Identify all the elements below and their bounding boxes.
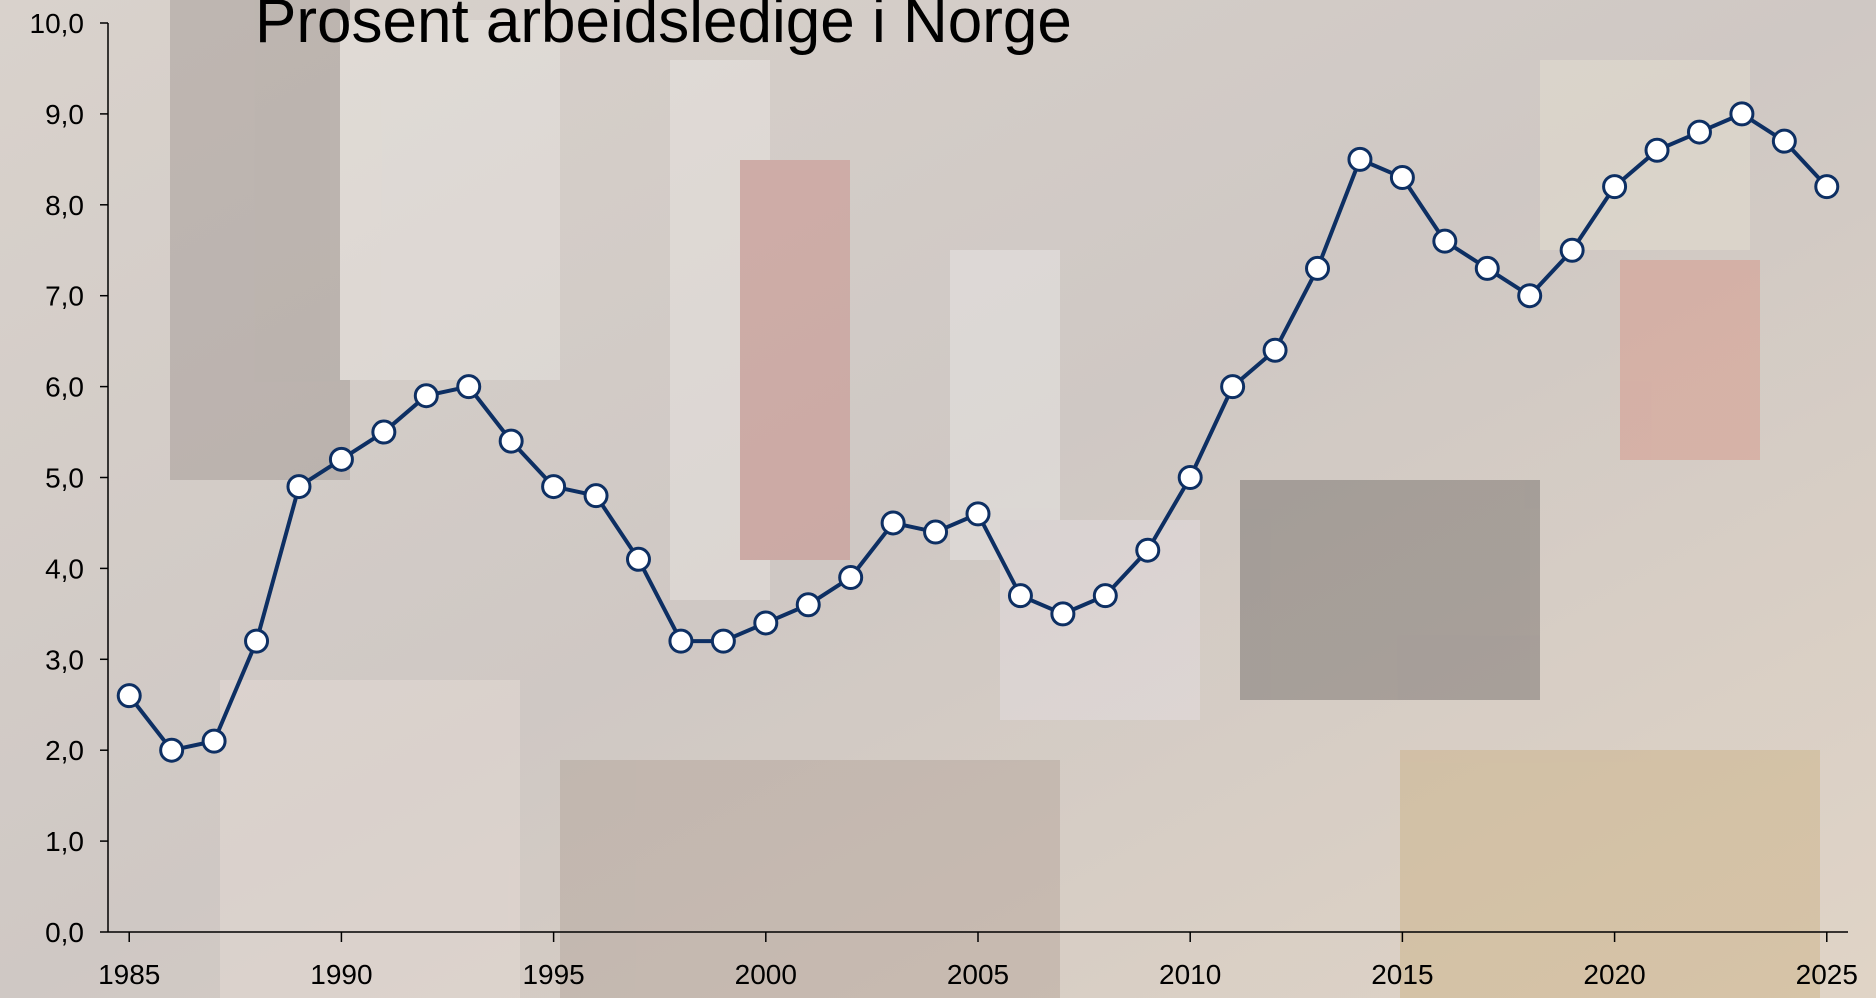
data-point	[840, 566, 862, 588]
data-point	[925, 521, 947, 543]
y-tick-label: 3,0	[45, 644, 84, 675]
x-tick-label: 1995	[522, 959, 584, 990]
data-point	[1009, 585, 1031, 607]
data-point	[670, 630, 692, 652]
data-point	[543, 476, 565, 498]
y-tick-label: 10,0	[30, 8, 85, 39]
data-point	[967, 503, 989, 525]
data-point	[1179, 467, 1201, 489]
y-tick-label: 7,0	[45, 281, 84, 312]
data-point	[1476, 257, 1498, 279]
data-point	[415, 385, 437, 407]
data-point	[1052, 603, 1074, 625]
data-point	[373, 421, 395, 443]
chart: Prosent arbeidsledige i Norge 0,0 1,0 2,0 3…	[0, 0, 1876, 998]
y-tick-label: 5,0	[45, 463, 84, 494]
data-point	[1646, 139, 1668, 161]
data-point	[627, 548, 649, 570]
data-point	[1307, 257, 1329, 279]
y-tick-label: 4,0	[45, 553, 84, 584]
data-point	[1264, 339, 1286, 361]
data-point	[1137, 539, 1159, 561]
y-tick-label: 6,0	[45, 372, 84, 403]
data-point	[203, 730, 225, 752]
data-point	[1561, 239, 1583, 261]
x-tick-label: 2020	[1583, 959, 1645, 990]
x-tick-label: 2010	[1159, 959, 1221, 990]
y-tick-label: 1,0	[45, 826, 84, 857]
data-point	[712, 630, 734, 652]
x-tick-label: 1985	[98, 959, 160, 990]
y-tick-label: 2,0	[45, 735, 84, 766]
data-point	[1349, 148, 1371, 170]
data-point	[1688, 121, 1710, 143]
data-point	[1773, 130, 1795, 152]
y-tick-label: 8,0	[45, 190, 84, 221]
data-point	[755, 612, 777, 634]
data-point	[1519, 285, 1541, 307]
data-point	[500, 430, 522, 452]
data-point	[161, 739, 183, 761]
data-point	[1816, 176, 1838, 198]
data-point	[458, 376, 480, 398]
data-point	[118, 685, 140, 707]
data-point	[1094, 585, 1116, 607]
data-point	[585, 485, 607, 507]
data-point	[1222, 376, 1244, 398]
data-point	[288, 476, 310, 498]
data-point	[1391, 167, 1413, 189]
x-tick-label: 1990	[310, 959, 372, 990]
data-point	[1731, 103, 1753, 125]
data-point	[1434, 230, 1456, 252]
data-point	[330, 448, 352, 470]
y-tick-label: 9,0	[45, 99, 84, 130]
x-tick-label: 2025	[1796, 959, 1858, 990]
data-point	[246, 630, 268, 652]
data-point	[882, 512, 904, 534]
chart-title: Prosent arbeidsledige i Norge	[255, 0, 1072, 56]
data-point	[797, 594, 819, 616]
x-tick-label: 2015	[1371, 959, 1433, 990]
y-tick-label: 0,0	[45, 917, 84, 948]
x-tick-label: 2005	[947, 959, 1009, 990]
x-tick-label: 2000	[735, 959, 797, 990]
data-point	[1604, 176, 1626, 198]
